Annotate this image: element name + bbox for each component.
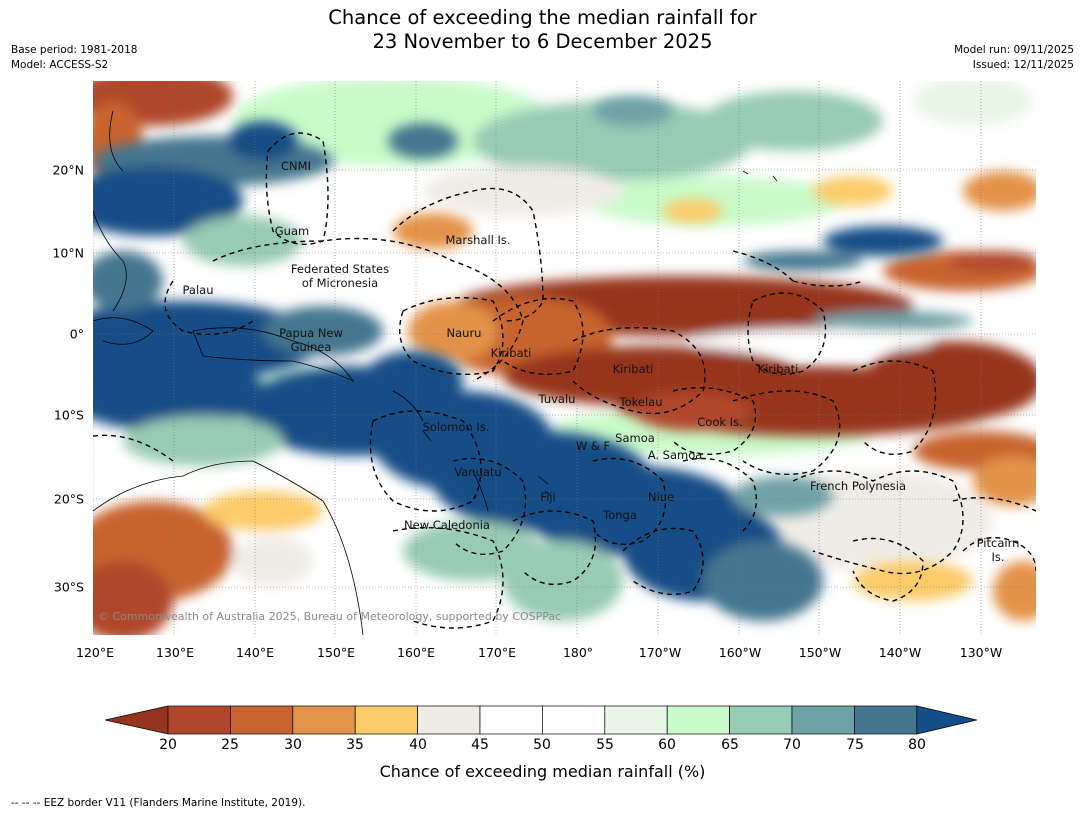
colorbar-swatch <box>479 705 543 735</box>
region-french-polynesia: French Polynesia <box>809 479 907 493</box>
colorbar-swatch <box>791 705 855 735</box>
colorbar-tick-45: 45 <box>471 737 489 753</box>
colorbar-tick-55: 55 <box>596 737 614 753</box>
colorbar-tick-30: 30 <box>284 737 302 753</box>
region-new-caledonia: New Caledonia <box>404 518 490 532</box>
colorbar-extend-high <box>916 705 977 735</box>
eez-borders <box>93 132 1036 629</box>
title-line-1: Chance of exceeding the median rainfall … <box>328 6 757 29</box>
colorbar-swatches <box>105 705 977 735</box>
region-niue: Niue <box>647 490 675 504</box>
colorbar-tick-80: 80 <box>908 737 926 753</box>
rainfall-map: CNMI Guam Marshall Is. Federated States … <box>93 81 1036 635</box>
lon-label-140e: 140°E <box>235 645 275 660</box>
region-vanuatu: Vanuatu <box>454 465 502 479</box>
lon-label-180: 180° <box>562 645 594 660</box>
region-guam: Guam <box>274 224 310 238</box>
region-nauru: Nauru <box>446 326 482 340</box>
map-title: Chance of exceeding the median rainfall … <box>0 6 1085 54</box>
region-png-line-2: Guinea <box>290 340 332 354</box>
colorbar-tick-25: 25 <box>221 737 239 753</box>
colorbar-swatch <box>729 705 793 735</box>
region-micronesia-line-1: Federated States <box>290 262 390 276</box>
model-run: Model run: 09/11/2025 <box>954 44 1074 56</box>
region-kiribati-west: Kiribati <box>490 346 532 360</box>
colorbar-tick-70: 70 <box>783 737 801 753</box>
region-pitcairn-line-1: Pitcairn <box>976 536 1020 550</box>
region-samoa: Samoa <box>615 431 655 445</box>
lat-label-10s: 10°S <box>53 407 84 423</box>
colorbar-swatch <box>417 705 481 735</box>
lat-label-0: 0° <box>69 326 84 342</box>
colorbar-tick-20: 20 <box>159 737 177 753</box>
region-pitcairn-line-2: Is. <box>991 550 1005 564</box>
title-line-2: 23 November to 6 December 2025 <box>372 30 713 53</box>
meta-left: Base period: 1981-2018 Model: ACCESS-S2 <box>11 43 137 73</box>
region-fiji: Fiji <box>540 490 556 504</box>
region-cook-islands: Cook Is. <box>697 415 743 429</box>
coastlines <box>93 110 778 635</box>
lat-label-20s: 20°S <box>53 491 84 507</box>
region-kiribati-east: Kiribati <box>757 362 799 376</box>
region-kiribati-central: Kiribati <box>612 362 654 376</box>
model-name: Model: ACCESS-S2 <box>11 59 109 71</box>
lat-label-20n: 20°N <box>52 162 84 178</box>
lon-label-170w: 170°W <box>638 645 682 660</box>
colorbar-tick-35: 35 <box>346 737 364 753</box>
region-tokelau: Tokelau <box>619 395 663 409</box>
region-png-line-1: Papua New <box>279 326 343 340</box>
issued-date: Issued: 12/11/2025 <box>972 59 1074 71</box>
meta-right: Model run: 09/11/2025 Issued: 12/11/2025 <box>954 43 1074 73</box>
lon-label-130e: 130°E <box>155 645 195 660</box>
colorbar-swatch <box>167 705 231 735</box>
lon-label-160e: 160°E <box>396 645 436 660</box>
map-canvas <box>93 81 1036 635</box>
colorbar-tick-50: 50 <box>533 737 551 753</box>
region-palau: Palau <box>182 283 214 297</box>
region-tonga: Tonga <box>603 508 637 522</box>
colorbar-label: Chance of exceeding median rainfall (%) <box>379 762 706 781</box>
lon-label-130w: 130°W <box>959 645 1003 660</box>
colorbar-tick-75: 75 <box>846 737 864 753</box>
colorbar-swatch <box>854 705 918 735</box>
region-cnmi: CNMI <box>281 159 311 173</box>
lon-label-120e: 120°E <box>75 645 115 660</box>
graticule <box>93 81 1036 635</box>
eez-footnote: -- -- -- EEZ border V11 (Flanders Marine… <box>11 797 306 809</box>
colorbar-extend-low <box>105 705 169 735</box>
lon-label-150w: 150°W <box>798 645 842 660</box>
colorbar-swatch <box>604 705 668 735</box>
colorbar-tick-60: 60 <box>658 737 676 753</box>
region-solomon-islands: Solomon Is. <box>422 420 490 434</box>
colorbar <box>105 705 977 735</box>
lat-label-30s: 30°S <box>53 579 84 595</box>
colorbar-swatch <box>230 705 294 735</box>
region-marshall-islands: Marshall Is. <box>445 233 511 247</box>
colorbar-tick-40: 40 <box>409 737 427 753</box>
region-tuvalu: Tuvalu <box>538 392 576 406</box>
lon-label-160w: 160°W <box>718 645 762 660</box>
colorbar-swatch <box>354 705 418 735</box>
colorbar-swatch <box>542 705 606 735</box>
lat-label-10n: 10°N <box>52 245 84 261</box>
base-period: Base period: 1981-2018 <box>11 44 138 56</box>
region-micronesia-line-2: of Micronesia <box>301 276 379 290</box>
colorbar-swatch <box>666 705 730 735</box>
lon-label-170e: 170°E <box>477 645 517 660</box>
copyright-notice: © Commonwealth of Australia 2025, Bureau… <box>98 610 562 623</box>
lon-label-150e: 150°E <box>316 645 356 660</box>
lon-label-140w: 140°W <box>878 645 922 660</box>
colorbar-swatch <box>292 705 356 735</box>
rainfall-field <box>93 81 1036 635</box>
region-american-samoa: A. Samoa <box>647 448 703 462</box>
region-wallis-futuna: W & F <box>575 439 611 453</box>
colorbar-tick-65: 65 <box>721 737 739 753</box>
